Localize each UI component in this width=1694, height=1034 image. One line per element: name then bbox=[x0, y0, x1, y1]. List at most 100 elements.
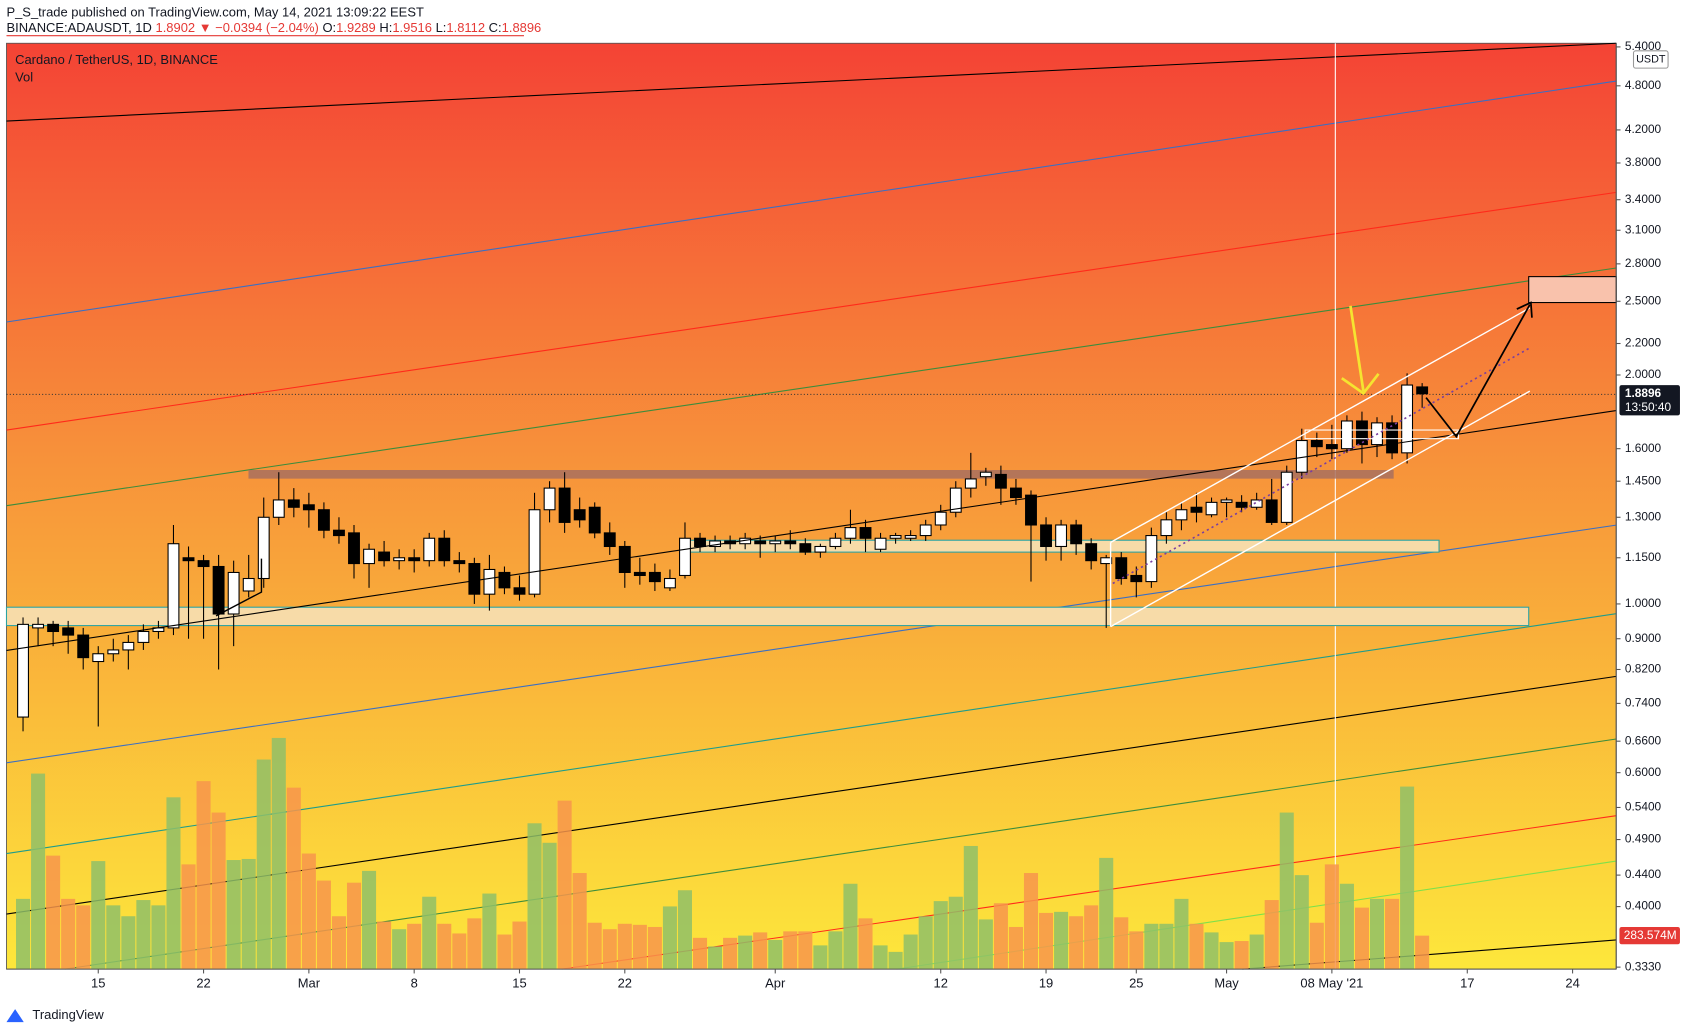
volume-bar bbox=[151, 905, 166, 970]
volume-bar bbox=[211, 812, 226, 970]
candle-body bbox=[423, 537, 436, 562]
volume-bar bbox=[1084, 905, 1099, 970]
ohlc-value: 1.9289 bbox=[336, 21, 376, 36]
volume-bar bbox=[978, 919, 993, 970]
x-tick-label: May bbox=[1214, 976, 1239, 991]
volume-bar bbox=[918, 916, 933, 970]
x-tick-label: 8 bbox=[411, 976, 418, 991]
trend-line bbox=[6, 80, 1617, 323]
candle-body bbox=[1265, 499, 1278, 523]
candle-body bbox=[483, 568, 496, 595]
currency-box bbox=[1632, 50, 1669, 69]
ohlc-value: 1.8896 bbox=[502, 21, 542, 36]
candle-body bbox=[317, 509, 330, 531]
candle-body bbox=[543, 487, 556, 511]
candle-body bbox=[1160, 519, 1173, 537]
candle-body bbox=[633, 571, 646, 577]
y-tick-label: 3.8000 bbox=[1625, 155, 1662, 169]
zone bbox=[5, 606, 1530, 627]
volume-bar bbox=[437, 923, 452, 970]
volume-bar bbox=[858, 918, 873, 970]
candle-body bbox=[618, 545, 631, 573]
y-tick-label: 5.4000 bbox=[1625, 39, 1662, 53]
volume-bar bbox=[181, 864, 196, 970]
volume-bar bbox=[61, 898, 76, 970]
dotted-line bbox=[1112, 347, 1531, 585]
volume-bar bbox=[768, 939, 783, 970]
candle-body bbox=[573, 509, 586, 521]
y-tick-label: 1.6000 bbox=[1625, 441, 1662, 455]
y-tick-label: 0.6600 bbox=[1625, 733, 1662, 747]
x-tick-label: Mar bbox=[298, 976, 321, 991]
y-tick-label: 3.4000 bbox=[1625, 192, 1662, 206]
volume-bar bbox=[512, 921, 527, 970]
y-tick-label: 0.4400 bbox=[1625, 867, 1662, 881]
volume-bar bbox=[316, 880, 331, 970]
candle-body bbox=[1130, 574, 1143, 583]
volume-bar bbox=[271, 737, 286, 970]
ohlc-label: L: bbox=[436, 21, 447, 36]
candle-body bbox=[77, 634, 90, 659]
candle-body bbox=[859, 527, 872, 539]
trend-line bbox=[6, 524, 1617, 764]
volume-bar bbox=[723, 937, 738, 970]
candle-body bbox=[287, 499, 300, 508]
volume-bar bbox=[662, 906, 677, 970]
candle-body bbox=[92, 653, 105, 663]
volume-bar bbox=[903, 934, 918, 970]
candle-body bbox=[32, 623, 45, 629]
symbol-line: BINANCE:ADAUSDT, 1D 1.8902 ▼ −0.0394 (−2… bbox=[6, 21, 541, 36]
candle-body bbox=[378, 551, 391, 562]
target-zone bbox=[1528, 276, 1617, 304]
volume-bar bbox=[1008, 926, 1023, 970]
candle-body bbox=[648, 571, 661, 583]
volume-bar bbox=[692, 937, 708, 970]
volume-bar bbox=[948, 896, 963, 970]
volume-bar bbox=[31, 773, 46, 970]
zone bbox=[248, 470, 1394, 479]
volume-bar bbox=[1174, 898, 1189, 970]
publisher: P_S_trade published on TradingView.com, … bbox=[6, 4, 423, 19]
candle-body bbox=[1040, 524, 1052, 548]
candle-body bbox=[333, 529, 345, 537]
candle-body bbox=[408, 557, 421, 562]
volume-bar bbox=[286, 787, 301, 970]
volume-bar bbox=[1279, 812, 1294, 970]
volume-bar bbox=[422, 896, 437, 970]
volume-bar bbox=[873, 945, 888, 970]
candle-body bbox=[17, 623, 29, 718]
volume-bar bbox=[1324, 864, 1339, 970]
y-tick-label: 0.3330 bbox=[1625, 959, 1662, 973]
volume-bar bbox=[587, 922, 602, 970]
y-tick-label: 0.5400 bbox=[1625, 800, 1662, 814]
logo: TradingView bbox=[6, 1007, 104, 1023]
candle-body bbox=[528, 509, 541, 595]
candle-body bbox=[1401, 384, 1414, 454]
candle-body bbox=[829, 537, 842, 548]
volume-bar bbox=[933, 901, 948, 970]
candle-body bbox=[513, 587, 526, 595]
candle-body bbox=[107, 649, 120, 655]
volume-bar bbox=[1309, 922, 1324, 970]
volume-bar bbox=[1023, 873, 1039, 970]
volume-bar bbox=[843, 883, 858, 970]
volume-bar bbox=[798, 931, 813, 970]
mini-channel bbox=[215, 558, 263, 617]
candle-body bbox=[438, 537, 451, 562]
candle-body bbox=[302, 504, 315, 511]
volume-bar bbox=[1129, 931, 1144, 970]
drawings-front bbox=[6, 276, 1617, 651]
candle-body bbox=[453, 560, 466, 565]
volume-bar bbox=[346, 882, 362, 970]
currency: USDT bbox=[1636, 53, 1666, 65]
x-tick-label: 22 bbox=[196, 976, 210, 991]
candle-body bbox=[1190, 506, 1203, 513]
volume-bar bbox=[362, 870, 377, 970]
volume-label: 283.574M bbox=[1624, 928, 1677, 942]
candle-body bbox=[1205, 501, 1218, 516]
candle-body bbox=[393, 557, 406, 562]
y-tick-label: 1.1500 bbox=[1625, 550, 1662, 564]
volume-bar bbox=[136, 900, 151, 970]
volume-bar bbox=[1159, 923, 1174, 970]
